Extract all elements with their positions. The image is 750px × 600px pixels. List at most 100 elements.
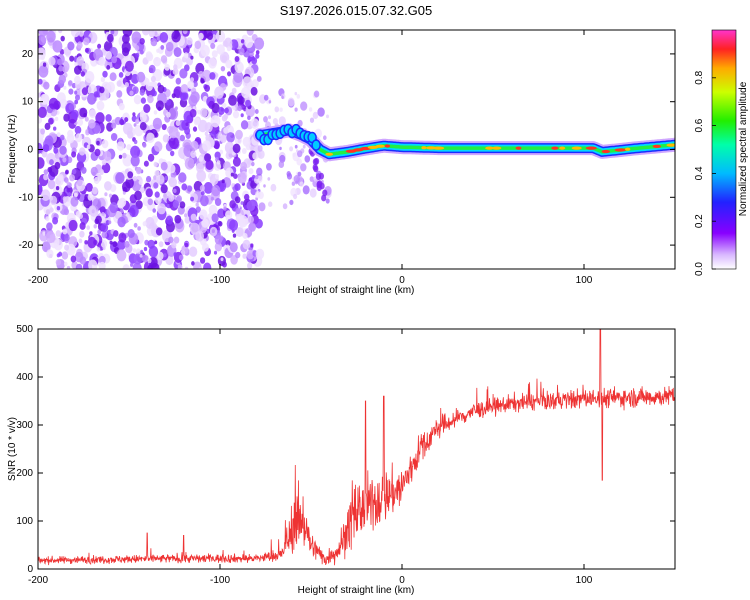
noise-speckle [240,39,245,44]
noise-speckle [70,255,77,263]
noise-speckle [214,242,223,252]
noise-speckle [62,65,68,73]
noise-speckle [221,55,228,63]
noise-speckle [204,131,208,136]
noise-speckle [96,140,100,146]
transition-speckle [293,175,300,183]
noise-speckle [154,141,163,152]
noise-speckle [99,86,105,94]
transition-speckle [263,116,268,123]
noise-speckle [220,107,224,112]
noise-speckle [204,153,212,162]
noise-speckle [255,53,260,59]
noise-speckle [160,55,168,64]
noise-speckle [40,128,45,135]
noise-speckle [141,30,150,36]
noise-speckle [135,248,141,255]
noise-speckle [66,265,71,269]
noise-speckle [55,259,62,266]
noise-speckle [214,115,219,121]
noise-speckle [48,56,56,66]
noise-speckle [165,41,174,52]
noise-speckle [68,80,73,86]
snr-ylabel: SNR (10 * v/v) [7,417,18,481]
noise-speckle [247,115,251,121]
noise-speckle [234,183,241,191]
spectrogram-ytick-label: -20 [19,240,34,251]
noise-speckle [175,77,181,85]
noise-speckle [137,226,141,231]
colorbar-tick-label: 0.0 [694,262,705,276]
noise-speckle [188,246,198,257]
noise-speckle [141,254,148,263]
spectrogram-xtick-label: 100 [576,275,593,286]
noise-speckle [240,120,249,130]
noise-speckle [41,241,51,253]
transition-speckle [308,107,313,112]
noise-speckle [157,84,165,94]
noise-speckle [240,113,244,118]
noise-speckle [201,69,212,82]
noise-speckle [124,82,129,88]
noise-speckle [127,229,135,238]
noise-speckle [214,173,220,180]
noise-speckle [156,251,164,261]
noise-speckle [101,139,109,149]
noise-speckle [154,31,158,36]
transition-speckle [294,144,298,149]
transition-speckle [294,107,298,112]
noise-speckle [179,201,186,209]
noise-speckle [66,181,70,186]
noise-speckle [252,152,259,160]
noise-speckle [56,206,61,211]
transition-speckle [257,145,263,152]
transition-speckle [300,101,308,111]
noise-speckle [96,247,101,252]
noise-speckle [234,56,240,62]
noise-speckle [68,219,78,232]
noise-speckle [238,215,248,228]
noise-speckle [245,99,251,107]
noise-speckle [205,134,212,142]
noise-speckle [129,90,134,96]
signal-hotspot [614,148,627,152]
noise-speckle [173,188,177,193]
noise-speckle [206,32,214,40]
noise-speckle [242,136,251,147]
noise-speckle [74,99,79,105]
signal-hotspot [551,146,559,150]
noise-speckle [146,132,155,144]
noise-speckle [198,266,203,269]
snr-ytick-label: 100 [16,516,33,527]
noise-speckle [210,42,216,50]
transition-speckle [309,117,315,123]
noise-speckle [133,139,138,145]
noise-speckle [44,122,51,130]
noise-speckle [48,97,59,110]
noise-speckle [154,240,158,245]
noise-speckle [200,78,205,84]
transition-speckle [254,190,261,199]
noise-speckle [216,160,221,165]
noise-speckle [131,31,142,44]
noise-speckle [45,231,56,244]
noise-speckle [214,142,220,150]
noise-speckle [109,240,113,245]
noise-speckle [156,48,160,53]
noise-speckle [94,148,101,157]
noise-speckle [172,67,179,75]
noise-speckle [105,51,112,60]
noise-speckle [54,116,59,122]
noise-speckle [168,107,179,120]
noise-speckle [38,35,47,46]
transition-speckle [302,185,310,195]
noise-speckle [147,264,153,269]
transition-speckle [326,114,329,119]
noise-speckle [221,179,225,184]
noise-speckle [228,95,237,106]
noise-speckle [214,86,225,99]
signal-hotspot [585,146,597,150]
noise-speckle [133,94,142,105]
noise-speckle [214,151,221,160]
noise-speckle [178,254,184,261]
